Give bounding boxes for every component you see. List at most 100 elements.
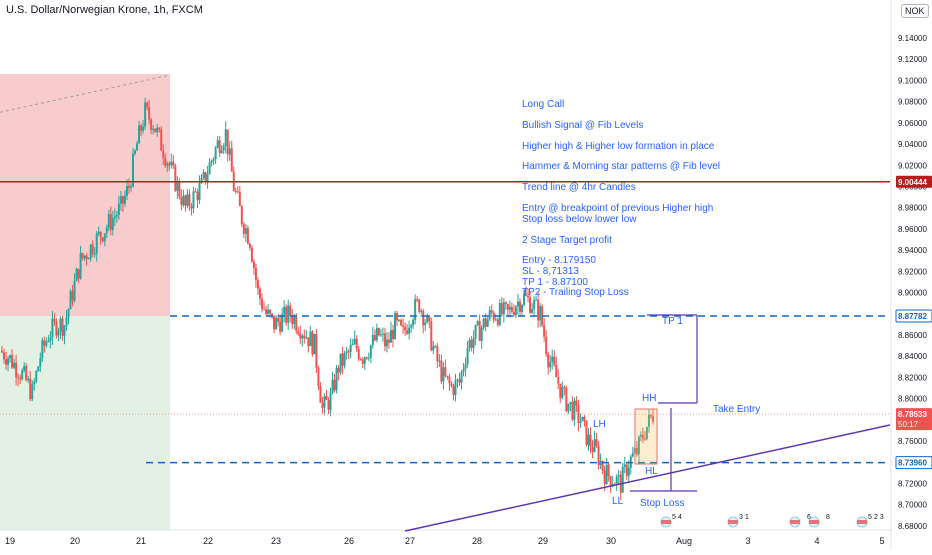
y-tick-label: 8.98000: [898, 204, 927, 213]
candle-body: [297, 331, 300, 334]
candle-body: [496, 319, 499, 325]
candle-body: [492, 312, 495, 320]
zone-diagonal: [0, 74, 171, 113]
candle-body: [119, 196, 122, 204]
x-tick-label: 19: [5, 536, 15, 546]
candle-body: [303, 335, 306, 339]
candle-body: [252, 261, 255, 269]
candle-body: [387, 339, 390, 343]
candle-body: [446, 375, 449, 377]
candle-body: [436, 346, 439, 362]
candle-body: [478, 321, 481, 341]
candle-body: [601, 461, 604, 471]
candle-body: [331, 379, 334, 393]
candle-body: [154, 128, 157, 133]
y-tick-label: 9.02000: [898, 161, 927, 170]
candle-body: [287, 305, 290, 323]
candle-body: [254, 268, 257, 281]
candle-body: [460, 371, 463, 383]
candle-body: [414, 299, 417, 320]
candle-body: [283, 306, 286, 315]
candle-body: [230, 148, 233, 172]
event-flag-stripe: [728, 520, 738, 524]
candle-body: [607, 464, 610, 477]
plan-annotation-line: Stop loss below lower low: [522, 214, 637, 225]
y-tick-label: 8.80000: [898, 395, 927, 404]
candle-body: [543, 325, 546, 337]
candle-body: [176, 181, 179, 191]
candle-body: [329, 392, 332, 410]
candle-body: [162, 150, 165, 159]
plan-annotation-line: Higher high & Higher low formation in pl…: [522, 141, 715, 152]
candle-body: [263, 308, 266, 310]
y-tick-label: 8.82000: [898, 373, 927, 382]
candle-body: [631, 453, 634, 457]
candle-body: [37, 366, 40, 372]
candle-body: [31, 384, 34, 400]
candle-body: [156, 127, 159, 133]
candle-body: [583, 416, 586, 421]
plan-annotation-line: Entry - 8.179150: [522, 255, 596, 266]
candle-body: [273, 315, 276, 330]
candle-body: [587, 434, 590, 445]
candle-body: [160, 129, 163, 151]
candle-body: [93, 253, 96, 255]
candle-body: [117, 203, 120, 215]
event-flag-stripe: [790, 520, 800, 524]
candle-body: [250, 247, 253, 262]
plan-annotation-line: 2 Stage Target profit: [522, 235, 612, 246]
candle-body: [484, 318, 487, 327]
candle-body: [529, 297, 532, 313]
candle-body: [321, 402, 324, 408]
event-count: 5: [672, 514, 676, 521]
candle-body: [347, 351, 350, 353]
candle-body: [557, 377, 560, 384]
candle-body: [615, 476, 618, 485]
candle-body: [123, 195, 126, 204]
candle-body: [105, 227, 108, 234]
candle-body: [49, 337, 52, 342]
candle-body: [21, 370, 24, 380]
price-label-countdown: 50:17: [898, 420, 919, 429]
y-tick-label: 9.06000: [898, 119, 927, 128]
candle-body: [404, 326, 407, 331]
candle-body: [480, 327, 483, 341]
candle-body: [418, 299, 421, 312]
candle-body: [180, 196, 183, 206]
candle-body: [553, 356, 556, 365]
candle-body: [389, 330, 392, 343]
candle-body: [172, 161, 175, 166]
candle-body: [440, 360, 443, 382]
y-tick-label: 8.92000: [898, 267, 927, 276]
candle-body: [142, 126, 145, 131]
candle-body: [355, 338, 358, 349]
price-label: 8.78533: [898, 410, 927, 419]
candle-body: [537, 299, 540, 321]
price-label-box: [895, 456, 932, 470]
candle-body: [5, 359, 8, 365]
candle-body: [327, 400, 330, 410]
profit-zone: [0, 316, 170, 531]
candle-body: [61, 318, 64, 336]
candle-body: [184, 195, 187, 206]
x-tick-label: 28: [472, 536, 482, 546]
candle-body: [377, 328, 380, 336]
candle-body: [3, 352, 6, 360]
candle-body: [260, 298, 263, 309]
candle-body: [293, 316, 296, 325]
candle-body: [400, 319, 403, 326]
candle-body: [549, 361, 552, 368]
candle-body: [486, 319, 489, 327]
candle-body: [379, 334, 382, 336]
candle-body: [476, 321, 479, 325]
candle-body: [365, 357, 368, 359]
currency-badge[interactable]: NOK: [901, 4, 929, 18]
price-label-box: [895, 309, 932, 323]
candle-body: [127, 185, 130, 188]
candle-body: [474, 324, 477, 339]
candle-body: [198, 183, 201, 201]
candle-body: [214, 147, 217, 160]
event-flag-stripe: [857, 520, 867, 524]
